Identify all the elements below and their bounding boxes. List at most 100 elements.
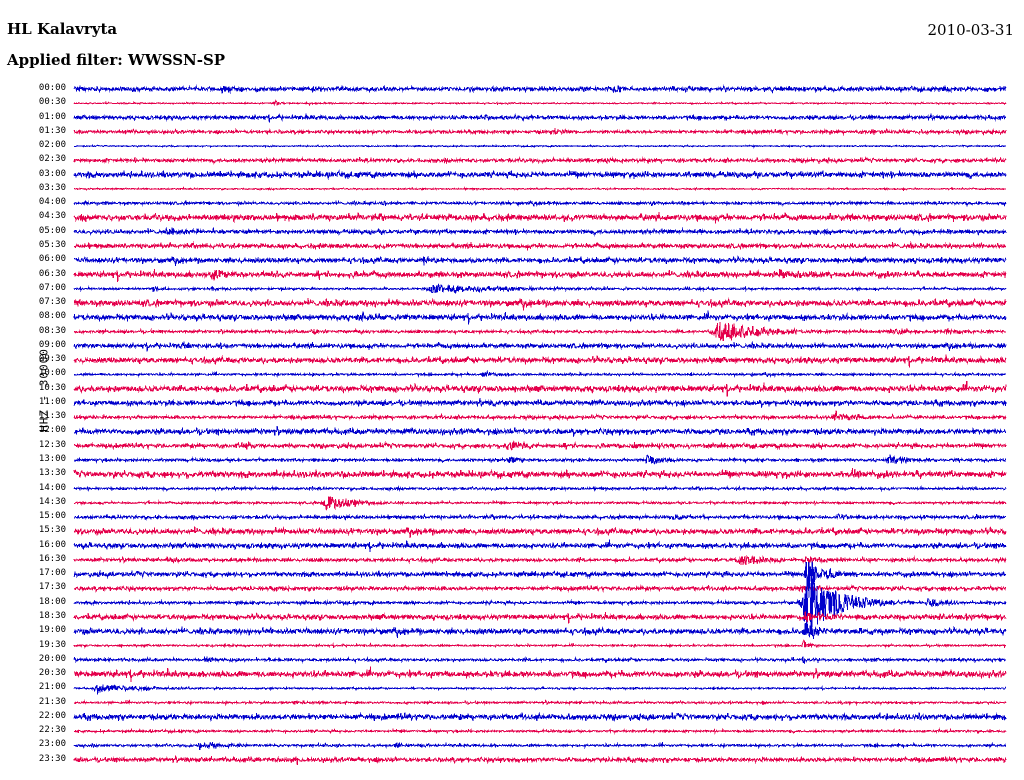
- time-tick-label: 11:00: [38, 396, 66, 407]
- time-tick-label: 13:30: [38, 468, 66, 479]
- time-tick-label: 02:30: [38, 154, 66, 165]
- trace-row: [73, 583, 1007, 593]
- time-tick-label: 22:30: [38, 725, 66, 736]
- trace-row: [73, 156, 1007, 165]
- time-tick-label: 00:00: [38, 83, 66, 93]
- trace-row: [73, 639, 1007, 649]
- time-tick-label: 21:30: [38, 696, 66, 707]
- trace-row: [73, 611, 1007, 624]
- trace-row: [73, 310, 1007, 325]
- trace-row: [73, 255, 1007, 267]
- time-tick-label: 05:30: [38, 239, 66, 250]
- trace-row: [73, 496, 1007, 511]
- trace-row: [73, 741, 1007, 750]
- trace-row: [73, 113, 1007, 123]
- time-tick-label: 21:00: [38, 682, 66, 693]
- time-tick-label: 02:00: [38, 140, 66, 151]
- trace-row: [73, 84, 1007, 95]
- time-tick-label: 05:00: [38, 225, 66, 236]
- trace-row: [73, 454, 1007, 465]
- time-tick-label: 15:00: [38, 511, 66, 522]
- trace-row: [73, 711, 1007, 723]
- time-tick-label: 17:30: [38, 582, 66, 593]
- trace-row: [73, 322, 1007, 342]
- trace-row: [73, 199, 1007, 207]
- trace-row: [73, 656, 1007, 665]
- trace-row: [73, 127, 1007, 136]
- trace-row: [73, 513, 1007, 522]
- time-tick-label: 10:30: [38, 382, 66, 393]
- trace-row: [73, 169, 1007, 181]
- trace-row: [73, 561, 1007, 588]
- time-tick-label: 03:00: [38, 168, 66, 179]
- page-title: HL Kalavryta: [7, 20, 118, 38]
- trace-row: [73, 211, 1007, 224]
- time-tick-label: 11:30: [38, 411, 66, 422]
- time-tick-label: 09:00: [38, 339, 66, 350]
- trace-row: [73, 484, 1007, 493]
- trace-row: [73, 370, 1007, 378]
- time-tick-label: 16:30: [38, 553, 66, 564]
- time-tick-label: 03:30: [38, 182, 66, 193]
- time-tick-label: 07:00: [38, 282, 66, 293]
- time-tick-label: 14:00: [38, 482, 66, 493]
- time-tick-label: 23:30: [38, 753, 66, 764]
- trace-row: [73, 269, 1007, 282]
- time-tick-label: 13:00: [38, 454, 66, 465]
- time-tick-label: 23:00: [38, 739, 66, 750]
- trace-row: [73, 398, 1007, 409]
- time-tick-label: 04:30: [38, 211, 66, 222]
- time-tick-label: 06:00: [38, 254, 66, 265]
- time-tick-label: 19:30: [38, 639, 66, 650]
- time-tick-label: 06:30: [38, 268, 66, 279]
- time-tick-label: 00:30: [38, 97, 66, 108]
- time-tick-label: 14:30: [38, 496, 66, 507]
- trace-row: [73, 468, 1007, 480]
- time-tick-label: 18:30: [38, 610, 66, 621]
- trace-row: [73, 186, 1007, 192]
- trace-row: [73, 240, 1007, 251]
- trace-row: [73, 573, 1007, 632]
- trace-row: [73, 426, 1007, 438]
- time-tick-label: 22:00: [38, 710, 66, 721]
- trace-row: [73, 226, 1007, 237]
- trace-row: [73, 755, 1007, 766]
- trace-row: [73, 727, 1007, 735]
- time-tick-label: 20:00: [38, 653, 66, 664]
- record-date: 2010-03-31: [927, 21, 1014, 39]
- trace-row: [73, 683, 1007, 696]
- trace-row: [73, 622, 1007, 640]
- trace-row: [73, 381, 1007, 397]
- time-tick-label: 19:00: [38, 625, 66, 636]
- trace-row: [73, 526, 1007, 539]
- time-tick-label: 18:00: [38, 596, 66, 607]
- time-tick-label: 01:00: [38, 111, 66, 122]
- time-tick-label: 04:00: [38, 197, 66, 208]
- trace-row: [73, 439, 1007, 451]
- time-tick-label: 12:30: [38, 439, 66, 450]
- time-tick-label: 08:30: [38, 325, 66, 336]
- trace-row: [73, 539, 1007, 553]
- time-tick-label: 09:30: [38, 354, 66, 365]
- trace-row: [73, 698, 1007, 707]
- applied-filter-label: Applied filter: WWSSN-SP: [7, 51, 226, 69]
- trace-row: [73, 354, 1007, 368]
- time-tick-label: 08:00: [38, 311, 66, 322]
- trace-row: [73, 340, 1007, 352]
- time-tick-label: 10:00: [38, 368, 66, 379]
- time-tick-label: 17:00: [38, 568, 66, 579]
- trace-row: [74, 666, 1007, 683]
- trace-row: [73, 283, 1007, 295]
- trace-row: [73, 554, 1007, 566]
- time-tick-label: 01:30: [38, 125, 66, 136]
- time-tick-label: 15:30: [38, 525, 66, 536]
- trace-row: [73, 297, 1007, 311]
- time-tick-label: 20:30: [38, 668, 66, 679]
- trace-row: [73, 99, 1007, 107]
- time-tick-label: 16:00: [38, 539, 66, 550]
- trace-row: [73, 410, 1007, 422]
- time-tick-label: 12:00: [38, 425, 66, 436]
